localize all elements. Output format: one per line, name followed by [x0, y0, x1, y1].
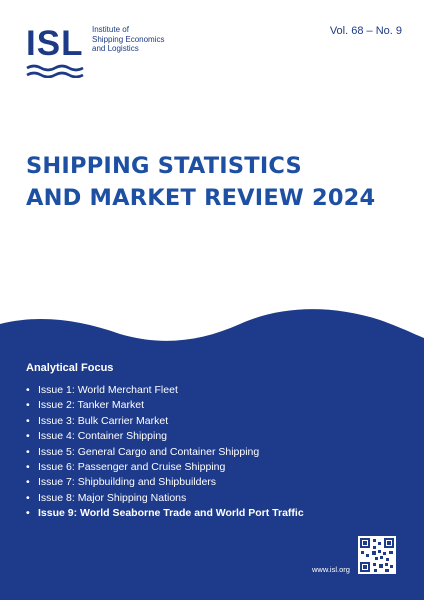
issue-item: Issue 3: Bulk Carrier Market	[26, 414, 304, 429]
waves-icon	[26, 64, 84, 78]
issue-item-current: Issue 9: World Seaborne Trade and World …	[26, 506, 304, 521]
institute-name-line: Institute of	[92, 25, 129, 34]
institute-name-line: Shipping Economics	[92, 34, 165, 44]
issue-item: Issue 5: General Cargo and Container Shi…	[26, 445, 304, 460]
issue-item: Issue 4: Container Shipping	[26, 429, 304, 444]
issue-item: Issue 1: World Merchant Fleet	[26, 383, 304, 398]
issue-item: Issue 8: Major Shipping Nations	[26, 491, 304, 506]
institute-name: Institute of Shipping Economics and Logi…	[92, 25, 182, 54]
issue-item: Issue 7: Shipbuilding and Shipbuilders	[26, 475, 304, 490]
website-link[interactable]: www.isl.org	[312, 565, 350, 574]
title-line: SHIPPING STATISTICS	[26, 153, 302, 179]
title-line: AND MARKET REVIEW 2024	[26, 185, 376, 211]
issue-item: Issue 6: Passenger and Cruise Shipping	[26, 460, 304, 475]
focus-heading: Analytical Focus	[26, 362, 114, 374]
analytical-focus: Analytical Focus Issue 1: World Merchant…	[26, 362, 304, 522]
issue-item: Issue 2: Tanker Market	[26, 398, 304, 413]
issue-list: Issue 1: World Merchant Fleet Issue 2: T…	[26, 383, 304, 522]
page-title: SHIPPING STATISTICS AND MARKET REVIEW 20…	[26, 150, 375, 214]
volume-number: Vol. 68 – No. 9	[329, 25, 402, 37]
qr-code-icon[interactable]	[358, 536, 396, 574]
logo-text: ISL	[26, 24, 84, 63]
institute-name-line: and Logistics	[92, 44, 139, 53]
